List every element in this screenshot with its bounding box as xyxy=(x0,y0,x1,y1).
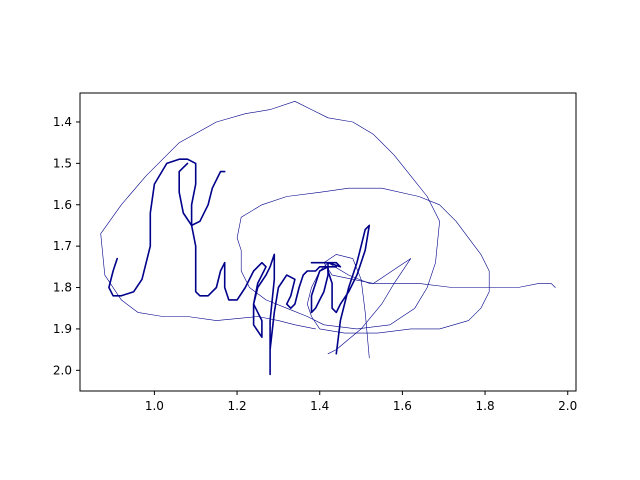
x-tick-label: 1.6 xyxy=(393,399,412,413)
x-tick-label: 1.8 xyxy=(476,399,495,413)
stroke-line-7 xyxy=(310,224,371,355)
y-axis: 1.4 1.5 1.6 1.7 1.8 1.9 2.0 xyxy=(53,115,80,377)
stroke-line-5 xyxy=(178,162,226,227)
y-tick-label: 1.9 xyxy=(53,322,72,336)
stroke-line-4 xyxy=(108,158,226,297)
stroke-line-1 xyxy=(100,101,556,334)
y-tick-label: 1.5 xyxy=(53,156,72,170)
y-tick-label: 2.0 xyxy=(53,363,72,377)
x-tick-label: 1.0 xyxy=(145,399,164,413)
x-tick-label: 2.0 xyxy=(558,399,577,413)
x-tick-label: 1.4 xyxy=(310,399,329,413)
stroke-line-6 xyxy=(223,253,338,376)
axes-frame xyxy=(79,92,577,392)
plot-area xyxy=(79,92,577,392)
y-tick-label: 1.8 xyxy=(53,281,72,295)
x-axis: 1.0 1.2 1.4 1.6 1.8 2.0 xyxy=(145,391,577,413)
stroke-line-3 xyxy=(327,258,411,355)
x-tick-label: 1.2 xyxy=(228,399,247,413)
y-tick-label: 1.4 xyxy=(53,115,72,129)
y-tick-label: 1.7 xyxy=(53,239,72,253)
signature-strokes xyxy=(100,101,556,376)
y-tick-label: 1.6 xyxy=(53,198,72,212)
